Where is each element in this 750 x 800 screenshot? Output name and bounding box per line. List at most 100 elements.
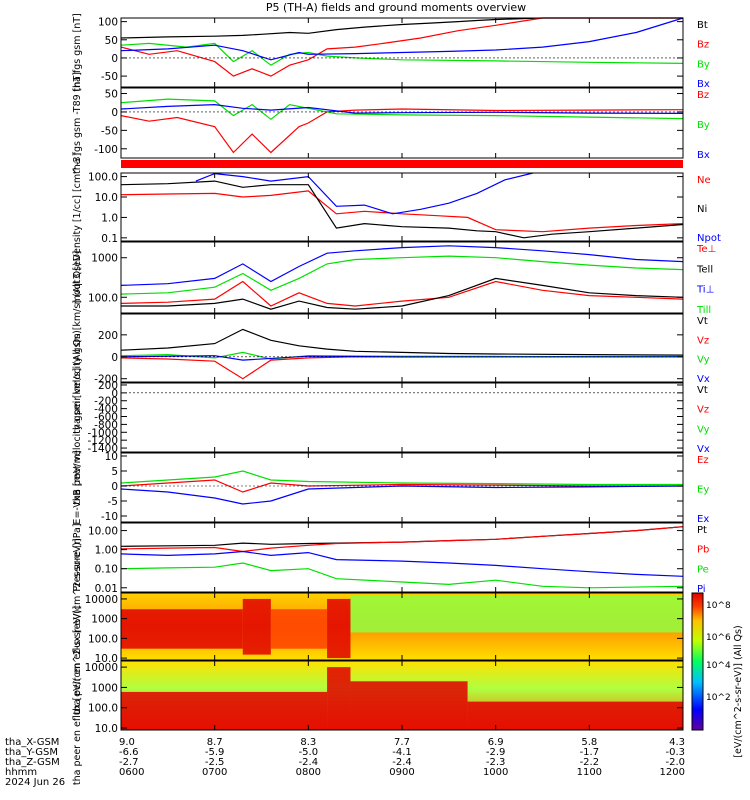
ephemeris-value: 1100 bbox=[577, 767, 602, 778]
y-tick-label: 100 bbox=[98, 17, 118, 29]
y-tick-label: 10000 bbox=[85, 662, 118, 674]
series-line-Bx bbox=[120, 103, 684, 114]
ephemeris-row-label: tha_X-GSM bbox=[5, 737, 59, 748]
series-line-Ex bbox=[120, 485, 684, 505]
series-line-Pb bbox=[120, 526, 684, 553]
series-line-Vx bbox=[120, 355, 683, 361]
ephemeris-value: -2.9 bbox=[486, 747, 506, 758]
panel-7: 10 5 0 -5 -10 E=-VxB [mV/m] Ez Ey Ex bbox=[72, 450, 709, 525]
legend-Npot: Npot bbox=[697, 233, 721, 244]
series-line-Pi bbox=[120, 550, 684, 577]
series-line-Ey bbox=[120, 470, 683, 486]
y-tick-label: 10.00 bbox=[88, 526, 118, 538]
y-tick-label: 0 bbox=[111, 53, 118, 65]
legend-Pt: Pt bbox=[697, 525, 707, 536]
panel-frame bbox=[120, 87, 684, 159]
y-tick-label: 0.1 bbox=[101, 233, 118, 245]
y-tick-label: -100 bbox=[94, 144, 118, 156]
ephemeris-value: 8.3 bbox=[300, 737, 316, 748]
y-axis-label: Pressure [nPa] bbox=[72, 523, 83, 591]
y-axis-label: moqt3 [eV] bbox=[72, 251, 83, 305]
ephemeris-value: -6.6 bbox=[119, 747, 139, 758]
colorbar-tick-label: 10^2 bbox=[706, 693, 731, 703]
legend-Vy: Vy bbox=[697, 355, 710, 366]
panel-frame bbox=[120, 241, 684, 314]
heatmap-band bbox=[467, 701, 683, 730]
ephemeris-value: -0.3 bbox=[665, 747, 685, 758]
series-line-Ti⊥ bbox=[120, 245, 684, 286]
legend-Ne: Ne bbox=[697, 175, 711, 186]
y-tick-label: 100.0 bbox=[88, 172, 118, 184]
y-tick-label: -400 bbox=[94, 404, 118, 416]
series-line-Bz bbox=[120, 108, 684, 154]
heatmap-band bbox=[121, 691, 328, 730]
legend-Vx: Vx bbox=[697, 444, 710, 455]
y-axis-label: tha fgs gsm [nT] bbox=[72, 13, 83, 91]
heatmap-band bbox=[350, 595, 683, 633]
legend-By: By bbox=[697, 59, 710, 70]
y-tick-label: 10 bbox=[105, 451, 118, 463]
legend-Till: Till bbox=[696, 305, 711, 316]
series-line-Npot bbox=[195, 172, 534, 215]
ephemeris-value: -2.4 bbox=[392, 757, 412, 768]
ephemeris-row-label: hhmm bbox=[5, 767, 37, 778]
legend-Ni: Ni bbox=[697, 204, 707, 215]
ephemeris-value: -2.7 bbox=[119, 757, 139, 768]
y-tick-label: -5 bbox=[108, 496, 118, 508]
y-axis-label: Density [1/cc] [cm^-3] bbox=[72, 153, 83, 262]
colorbar-label: [eV/(cm^2-s-sr-eV)] (All Qs) bbox=[733, 625, 744, 757]
heatmap-band bbox=[270, 609, 328, 649]
y-tick-label: 0.01 bbox=[95, 583, 118, 595]
legend-Vz: Vz bbox=[697, 335, 709, 346]
colorbar-tick-label: 10^6 bbox=[706, 633, 731, 643]
y-tick-label: -1400 bbox=[87, 443, 118, 455]
legend-By: By bbox=[697, 120, 710, 131]
ephemeris-value: 5.8 bbox=[581, 737, 597, 748]
y-axis-label: tha peer en eflux [eV/(cm^2-s-sr-eV)] bbox=[72, 606, 83, 785]
y-tick-label: -200 bbox=[94, 374, 118, 386]
y-axis-label: tha peer velocity gsm [km/s] (All Qs) bbox=[72, 330, 83, 505]
y-tick-label: -600 bbox=[94, 412, 118, 424]
series-line-Ni bbox=[120, 180, 684, 239]
series-line-By bbox=[120, 42, 684, 66]
legend-Vz: Vz bbox=[697, 405, 709, 416]
y-tick-label: 10.0 bbox=[95, 192, 118, 204]
panel-4: 1000 100.0 moqt3 [eV] Te⊥ Tell Ti⊥ Till bbox=[72, 241, 716, 316]
y-tick-label: -50 bbox=[101, 125, 118, 137]
panel-1: 100 50 0 -50 tha fgs gsm [nT] Bt Bz By Bx bbox=[72, 13, 710, 91]
y-tick-label: 1000 bbox=[91, 682, 118, 694]
ephemeris-value: -2.3 bbox=[486, 757, 506, 768]
y-tick-label: 0 bbox=[111, 481, 118, 493]
ephemeris-value: -2.2 bbox=[580, 757, 600, 768]
separator-bar bbox=[121, 160, 683, 168]
heatmap-band bbox=[121, 609, 243, 649]
y-tick-label: 1.00 bbox=[95, 545, 118, 557]
legend-Pi: Pi bbox=[697, 584, 706, 595]
ephemeris-value: 7.7 bbox=[394, 737, 410, 748]
series-line-Te⊥ bbox=[120, 280, 684, 307]
heatmap-band bbox=[327, 598, 351, 659]
series-line-Tell bbox=[121, 277, 684, 310]
series-line-Bz bbox=[120, 17, 683, 77]
ephemeris-row-label: tha_Y-GSM bbox=[5, 747, 58, 758]
plot-title: P5 (TH-A) fields and ground moments over… bbox=[266, 1, 526, 14]
legend-Bz: Bz bbox=[697, 90, 709, 101]
y-tick-label: 100.0 bbox=[88, 292, 118, 304]
y-tick-label: 10.0 bbox=[95, 653, 118, 665]
panel-9: 10000 1000 100.0 10.0 tha peir en eflux [eV/… bbox=[72, 538, 684, 715]
y-tick-label: 0.10 bbox=[95, 564, 118, 576]
y-axis-label: tha fgs gsm -T89 [nT] bbox=[72, 72, 83, 174]
colorbar-rect bbox=[691, 592, 704, 731]
ephemeris-value: -2.0 bbox=[665, 757, 685, 768]
series-line-Vz bbox=[120, 356, 684, 380]
colorbar: 10^8 10^6 10^4 10^2 [eV/(cm^2-s-sr-eV)] (All… bbox=[691, 592, 744, 758]
y-tick-label: 50 bbox=[105, 89, 118, 101]
legend-Ex: Ex bbox=[697, 514, 709, 525]
legend-Pe: Pe bbox=[697, 564, 709, 575]
y-tick-label: -200 bbox=[94, 396, 118, 408]
panel-8: 10.00 1.00 0.10 0.01 Pressure [nPa] Pt Pb Pe Pi bbox=[72, 522, 709, 595]
